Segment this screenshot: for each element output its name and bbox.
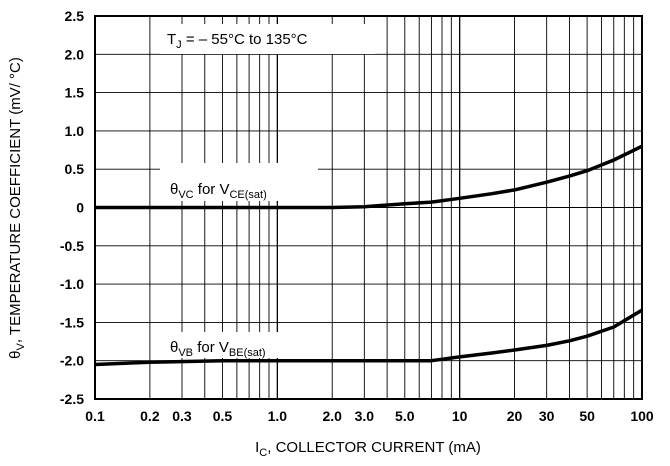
x-axis-title-sub: C bbox=[259, 447, 267, 459]
x-tick-label: 30 bbox=[539, 408, 555, 424]
y-tick-label: 2.0 bbox=[65, 46, 85, 62]
series-label-vb-mid: for V bbox=[193, 339, 229, 356]
series-label-vc-v-sub: CE(sat) bbox=[229, 189, 266, 201]
annotation-background bbox=[160, 24, 375, 54]
series-label-vb: θVB for VBE(sat) bbox=[170, 339, 266, 359]
x-axis-title: IC, COLLECTOR CURRENT (mA) bbox=[255, 439, 481, 459]
y-tick-label: 2.5 bbox=[65, 8, 85, 24]
annotation-sub: J bbox=[176, 39, 182, 51]
series-line-0 bbox=[95, 144, 643, 210]
x-tick-label: 0.1 bbox=[85, 408, 105, 424]
x-axis-title-main: I bbox=[255, 439, 259, 456]
x-tick-label: 10 bbox=[452, 408, 468, 424]
x-tick-label: 5.0 bbox=[395, 408, 415, 424]
series-label-vb-v-sub: BE(sat) bbox=[229, 347, 266, 359]
y-tick-label: -0.5 bbox=[60, 238, 84, 254]
y-axis-title-main: θ bbox=[7, 351, 24, 359]
series-label-background-vb bbox=[160, 332, 318, 358]
x-tick-label: 100 bbox=[630, 408, 654, 424]
x-tick-labels: 0.1 0.2 0.3 0.5 1.0 2.0 3.0 5.0 10 20 30 50 100 bbox=[85, 408, 654, 424]
y-tick-label: -1.0 bbox=[60, 276, 84, 292]
x-tick-label: 20 bbox=[507, 408, 523, 424]
x-tick-label: 2.0 bbox=[322, 408, 342, 424]
y-tick-label: 1.5 bbox=[65, 85, 85, 101]
x-tick-label: 1.0 bbox=[268, 408, 288, 424]
annotation: TJ = – 55°C to 135°C bbox=[167, 31, 308, 51]
series-label-vc: θVC for VCE(sat) bbox=[170, 181, 267, 201]
y-axis-title-rest: , TEMPERATURE COEFFICIENT (mV/ °C) bbox=[7, 57, 24, 343]
y-tick-label: 1.0 bbox=[65, 123, 85, 139]
y-axis-title-sub: V bbox=[15, 343, 27, 351]
series-lines bbox=[94, 144, 643, 367]
y-tick-labels: 2.5 2.0 1.5 1.0 0.5 0 -0.5 -1.0 -1.5 -2.0 -2.5 bbox=[60, 8, 84, 407]
y-axis-title: θV, TEMPERATURE COEFFICIENT (mV/ °C) bbox=[7, 57, 27, 359]
series-label-vc-mid: for V bbox=[194, 181, 230, 198]
y-tick-label: -2.0 bbox=[60, 353, 84, 369]
x-tick-label: 0.5 bbox=[213, 408, 233, 424]
x-tick-label: 0.3 bbox=[172, 408, 192, 424]
y-tick-label: 0 bbox=[76, 200, 84, 216]
series-line-1 bbox=[94, 308, 643, 367]
annotation-rest: = – 55°C to 135°C bbox=[182, 31, 308, 48]
y-tick-label: 0.5 bbox=[65, 161, 85, 177]
series-label-vb-theta-sub: VB bbox=[178, 347, 193, 359]
x-tick-label: 0.2 bbox=[140, 408, 160, 424]
y-tick-label: -2.5 bbox=[60, 391, 84, 407]
x-tick-label: 50 bbox=[579, 408, 595, 424]
series-label-vc-theta-sub: VC bbox=[178, 189, 193, 201]
y-tick-label: -1.5 bbox=[60, 314, 84, 330]
series-label-background-vc bbox=[160, 163, 318, 201]
x-tick-label: 3.0 bbox=[355, 408, 375, 424]
annotation-prefix: T bbox=[167, 31, 176, 48]
x-axis-title-rest: , COLLECTOR CURRENT (mA) bbox=[267, 439, 481, 456]
